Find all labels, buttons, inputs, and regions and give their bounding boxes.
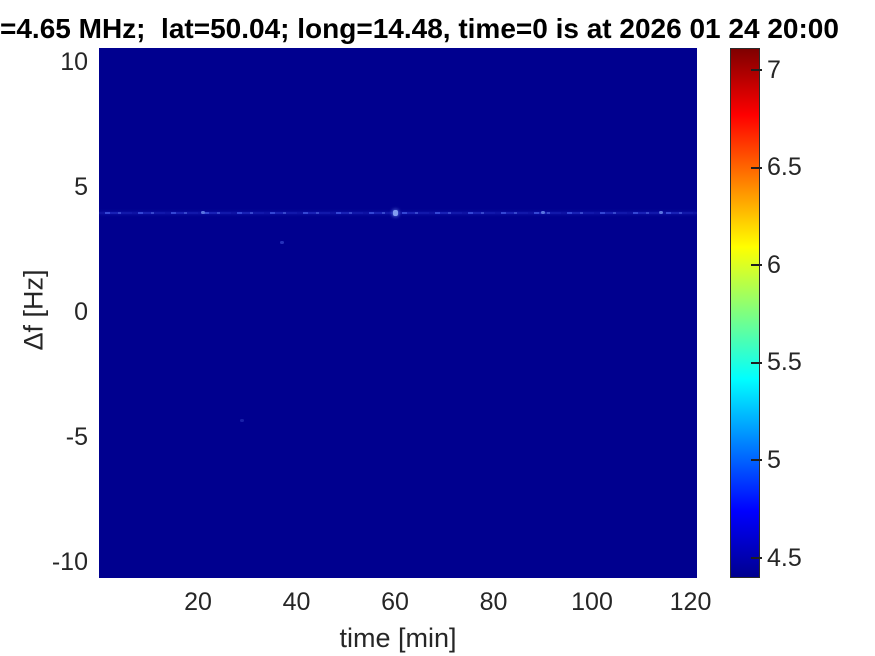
colorbar-tick-mark — [751, 264, 762, 267]
colorbar-tick-mark — [751, 69, 762, 71]
x-tick-label: 100 — [571, 588, 613, 616]
y-tick-label: 0 — [74, 298, 88, 326]
plot-title: =4.65 MHz; lat=50.04; long=14.48, time=0… — [0, 13, 839, 44]
heatmap-bright-point — [240, 418, 245, 422]
heatmap-bright-point — [200, 211, 205, 214]
colorbar-tick-label: 4.5 — [767, 543, 802, 572]
x-axis-label: time [min] — [339, 623, 457, 653]
y-tick-label: 5 — [74, 173, 88, 201]
x-tick-label: 60 — [381, 588, 409, 616]
doppler-enhancement-line — [99, 211, 697, 214]
y-tick-label: -5 — [65, 423, 88, 451]
x-tick-label: 20 — [184, 588, 212, 616]
heatmap-bright-point — [658, 211, 663, 214]
heatmap-bright-point — [392, 209, 398, 216]
colorbar-tick-mark — [751, 361, 762, 364]
colorbar-tick-label: 7 — [767, 55, 781, 84]
heatmap-bright-point — [540, 211, 545, 214]
colorbar-tick-label: 5 — [767, 445, 781, 474]
colorbar-tick-label: 6 — [767, 250, 781, 279]
colorbar-tick-mark — [751, 459, 762, 462]
heatmap-bright-point — [279, 241, 284, 244]
heatmap-plot-area — [99, 48, 697, 578]
y-tick-label: 10 — [60, 48, 88, 76]
colorbar-tick-mark — [751, 166, 762, 169]
colorbar-tick-mark — [751, 557, 762, 559]
colorbar — [730, 48, 760, 578]
x-tick-label: 80 — [479, 588, 508, 616]
y-tick-label: -10 — [51, 548, 88, 576]
x-tick-label: 120 — [669, 588, 712, 616]
colorbar-tick-label: 5.5 — [767, 348, 802, 377]
x-tick-label: 40 — [282, 588, 311, 616]
colorbar-tick-label: 6.5 — [767, 153, 802, 182]
